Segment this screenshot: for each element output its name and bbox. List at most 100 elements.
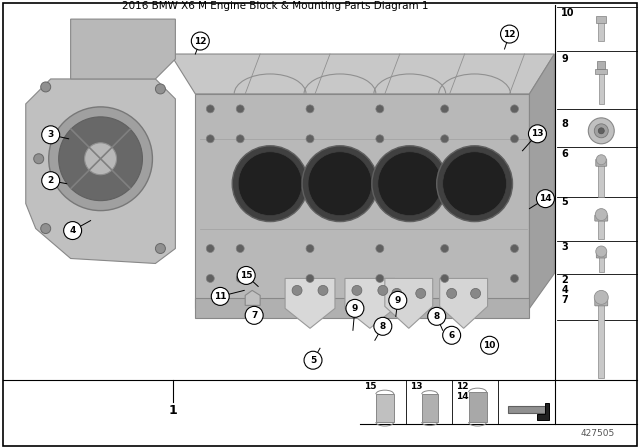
- Text: 7: 7: [251, 311, 257, 320]
- Text: 2: 2: [561, 276, 568, 285]
- Circle shape: [441, 105, 449, 113]
- Circle shape: [41, 82, 51, 92]
- Circle shape: [376, 245, 384, 253]
- Polygon shape: [538, 403, 549, 420]
- Circle shape: [34, 154, 44, 164]
- Circle shape: [49, 107, 152, 211]
- Circle shape: [41, 224, 51, 233]
- Text: 14: 14: [456, 392, 468, 401]
- Circle shape: [436, 146, 513, 222]
- Text: 6: 6: [449, 331, 455, 340]
- Text: 9: 9: [352, 304, 358, 313]
- Circle shape: [306, 105, 314, 113]
- Circle shape: [389, 291, 407, 310]
- FancyBboxPatch shape: [3, 3, 637, 446]
- Circle shape: [392, 289, 402, 298]
- Circle shape: [443, 326, 461, 344]
- Circle shape: [211, 288, 229, 306]
- Circle shape: [441, 275, 449, 282]
- Circle shape: [352, 285, 362, 295]
- Text: 4: 4: [70, 226, 76, 235]
- Text: 427505: 427505: [580, 429, 614, 438]
- Circle shape: [378, 285, 388, 295]
- Circle shape: [376, 105, 384, 113]
- Circle shape: [376, 135, 384, 143]
- Circle shape: [292, 285, 302, 295]
- Text: 7: 7: [561, 295, 568, 306]
- Text: 2: 2: [47, 176, 54, 185]
- FancyBboxPatch shape: [599, 257, 604, 272]
- Text: 8: 8: [433, 312, 440, 321]
- Circle shape: [237, 267, 255, 284]
- Circle shape: [511, 105, 518, 113]
- Circle shape: [443, 152, 506, 215]
- FancyBboxPatch shape: [597, 61, 605, 69]
- Text: 12: 12: [503, 30, 516, 39]
- Circle shape: [441, 245, 449, 253]
- Text: 9: 9: [561, 54, 568, 64]
- Circle shape: [306, 135, 314, 143]
- Circle shape: [206, 135, 214, 143]
- FancyBboxPatch shape: [376, 394, 394, 422]
- Polygon shape: [170, 54, 554, 94]
- Circle shape: [306, 275, 314, 282]
- Circle shape: [238, 152, 302, 215]
- Circle shape: [236, 275, 244, 282]
- Text: 15: 15: [240, 271, 252, 280]
- Circle shape: [84, 143, 116, 175]
- Text: 13: 13: [410, 382, 422, 391]
- Text: 3: 3: [561, 241, 568, 251]
- Circle shape: [428, 307, 445, 325]
- Circle shape: [42, 172, 60, 190]
- Text: 1: 1: [169, 404, 178, 417]
- FancyBboxPatch shape: [598, 303, 604, 378]
- Circle shape: [588, 118, 614, 144]
- Circle shape: [302, 146, 378, 222]
- Circle shape: [63, 222, 82, 240]
- Circle shape: [236, 105, 244, 113]
- Polygon shape: [529, 54, 554, 308]
- Text: 5: 5: [561, 197, 568, 207]
- Circle shape: [42, 126, 60, 144]
- Text: 4: 4: [561, 285, 568, 295]
- Circle shape: [245, 306, 263, 324]
- Text: 11: 11: [214, 292, 227, 301]
- Circle shape: [536, 190, 554, 207]
- FancyBboxPatch shape: [595, 69, 607, 74]
- Circle shape: [598, 128, 604, 134]
- Circle shape: [595, 290, 608, 304]
- Circle shape: [306, 245, 314, 253]
- Circle shape: [511, 135, 518, 143]
- Circle shape: [156, 244, 165, 254]
- Text: 10: 10: [561, 8, 575, 18]
- Polygon shape: [345, 279, 395, 328]
- FancyBboxPatch shape: [596, 252, 606, 258]
- Text: 2016 BMW X6 M Engine Block & Mounting Parts Diagram 1: 2016 BMW X6 M Engine Block & Mounting Pa…: [122, 1, 428, 11]
- Circle shape: [596, 246, 607, 257]
- Circle shape: [236, 135, 244, 143]
- Circle shape: [372, 146, 447, 222]
- Text: 10: 10: [483, 341, 496, 350]
- Circle shape: [441, 135, 449, 143]
- Circle shape: [511, 275, 518, 282]
- Text: 8: 8: [380, 322, 386, 331]
- FancyBboxPatch shape: [598, 219, 604, 238]
- Circle shape: [500, 25, 518, 43]
- FancyBboxPatch shape: [598, 21, 604, 41]
- Circle shape: [511, 245, 518, 253]
- Circle shape: [191, 32, 209, 50]
- Polygon shape: [70, 19, 175, 79]
- Polygon shape: [440, 279, 488, 328]
- Polygon shape: [508, 406, 545, 413]
- Circle shape: [595, 209, 607, 220]
- Circle shape: [378, 152, 442, 215]
- Circle shape: [595, 124, 608, 138]
- Circle shape: [206, 275, 214, 282]
- Circle shape: [236, 245, 244, 253]
- FancyBboxPatch shape: [422, 394, 438, 422]
- Circle shape: [596, 155, 606, 165]
- FancyBboxPatch shape: [598, 165, 604, 197]
- FancyBboxPatch shape: [596, 159, 607, 166]
- Polygon shape: [245, 290, 260, 306]
- Circle shape: [232, 146, 308, 222]
